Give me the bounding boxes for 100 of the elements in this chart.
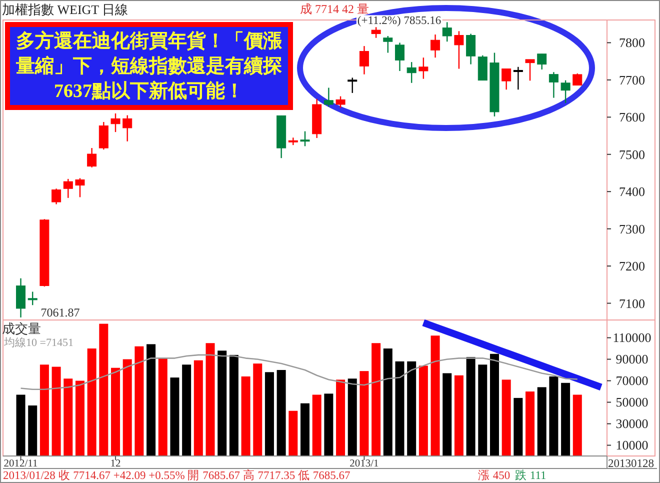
bar xyxy=(253,364,262,456)
bar xyxy=(502,380,511,456)
bar xyxy=(537,387,546,456)
x-tick-label: 2013/1 xyxy=(350,458,379,470)
candlestick xyxy=(371,25,381,38)
bar xyxy=(514,398,523,456)
bar xyxy=(87,348,96,456)
bar xyxy=(182,364,192,456)
candlestick xyxy=(572,72,582,86)
bar xyxy=(372,343,381,456)
bar xyxy=(418,366,428,456)
chart-title: 加權指數 WEIGT 日線 xyxy=(2,2,128,17)
annotation: 多方還在迪化街買年貨！「價漲量縮」下，短線指數還是有續探7637點以下新低可能！ xyxy=(5,22,293,110)
bar xyxy=(336,380,346,456)
candlestick xyxy=(548,72,558,98)
candlestick xyxy=(478,54,488,81)
y-tick-label: 30000 xyxy=(616,416,648,432)
candlestick xyxy=(336,96,346,108)
bar xyxy=(40,364,49,456)
bar xyxy=(478,364,488,456)
candlestick xyxy=(300,130,310,147)
annotation: 7061.87 xyxy=(40,305,80,320)
bar xyxy=(549,376,558,456)
bar xyxy=(64,378,73,456)
chart-subtitle: 成 7714 42 量 xyxy=(300,2,369,16)
y-tick-label: 7300 xyxy=(619,221,645,236)
y-tick-label: 90000 xyxy=(616,352,648,367)
bar xyxy=(490,354,499,456)
bar xyxy=(454,375,464,456)
y-tick-label: 7700 xyxy=(619,72,645,88)
candlestick xyxy=(359,45,369,75)
candlestick xyxy=(513,66,523,90)
bar xyxy=(300,403,310,456)
candlestick xyxy=(406,61,416,84)
y-tick-label: 7200 xyxy=(619,258,645,274)
bar xyxy=(276,370,286,456)
candlestick xyxy=(122,114,132,142)
candlestick xyxy=(28,291,38,306)
candlestick xyxy=(560,80,570,104)
candlestick xyxy=(98,121,108,150)
bar xyxy=(99,324,108,456)
text: 20130128 xyxy=(608,458,654,470)
text: 跌 111 xyxy=(515,469,547,482)
bar xyxy=(241,376,250,456)
bar xyxy=(158,358,168,456)
bar xyxy=(526,391,535,456)
y-tick-label: 70000 xyxy=(616,373,648,388)
y-tick-label: 7400 xyxy=(619,184,645,200)
bar xyxy=(16,394,26,456)
candlestick xyxy=(110,112,120,133)
bar xyxy=(407,361,416,456)
text: 均線10 =71451 xyxy=(3,337,74,349)
y-tick-label: 10000 xyxy=(616,438,648,453)
y-tick-label: 7600 xyxy=(619,110,645,125)
candlestick xyxy=(525,58,535,82)
bar xyxy=(111,368,120,456)
y-tick-label: 110000 xyxy=(612,330,652,346)
bar xyxy=(572,394,582,456)
text: 漲 450 xyxy=(478,469,510,482)
bar xyxy=(229,354,238,456)
candlestick xyxy=(288,137,298,146)
x-tick-label: 12 xyxy=(110,458,121,470)
candlestick xyxy=(324,87,334,108)
bar xyxy=(170,378,180,456)
candlestick xyxy=(87,147,97,168)
candlestick xyxy=(537,53,547,70)
line-series xyxy=(20,354,578,390)
bar xyxy=(561,382,570,456)
candlestick xyxy=(394,42,404,72)
bar xyxy=(218,350,227,456)
bar xyxy=(146,344,156,456)
candlestick xyxy=(348,77,358,94)
bar xyxy=(395,361,404,456)
candlestick xyxy=(430,34,440,58)
bar xyxy=(360,371,369,456)
bar xyxy=(75,380,84,456)
chart-title: 成交量 xyxy=(2,321,41,336)
candlestick xyxy=(16,278,26,318)
bar xyxy=(383,348,392,456)
x-tick-label: 2012/11 xyxy=(4,458,38,470)
bar xyxy=(122,359,132,456)
candlestick xyxy=(442,22,452,42)
bar xyxy=(134,346,144,456)
candlestick xyxy=(502,68,512,90)
candlestick xyxy=(454,30,464,70)
y-tick-label: 50000 xyxy=(616,394,648,410)
bar xyxy=(52,366,61,456)
candlestick xyxy=(418,56,428,80)
candlestick xyxy=(383,35,393,54)
candlestick xyxy=(52,188,62,205)
bar xyxy=(312,394,322,456)
bar xyxy=(264,372,274,456)
candlestick xyxy=(466,33,476,65)
candlestick xyxy=(75,178,85,198)
y-tick-label: 7800 xyxy=(619,35,645,50)
bar xyxy=(430,336,440,456)
text: 2013/01/28 收 7714.67 +42.09 +0.55% 開 7685.67 高 7717.35 低 7685.67 xyxy=(3,468,350,482)
bar xyxy=(466,357,476,456)
y-tick-label: 7500 xyxy=(619,146,645,162)
bar xyxy=(28,405,38,456)
